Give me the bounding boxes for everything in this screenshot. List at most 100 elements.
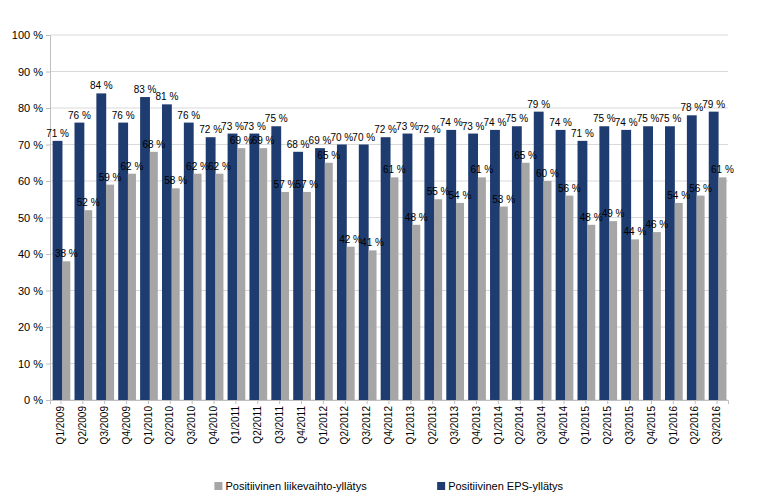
bar <box>675 203 683 400</box>
x-tick: Q4/2011 <box>296 400 307 444</box>
bar <box>424 137 434 400</box>
data-label: 56 % <box>689 183 712 194</box>
bar <box>446 130 456 400</box>
legend-item: Positiivinen EPS-yllätys <box>437 480 563 492</box>
y-tick: 30 % <box>18 285 50 297</box>
data-label: 41 % <box>361 237 384 248</box>
data-label: 81 % <box>156 91 179 102</box>
data-label: 74 % <box>440 117 463 128</box>
x-tick-label: Q3/2010 <box>186 406 197 445</box>
bar <box>512 126 522 400</box>
bar <box>96 93 106 400</box>
grid <box>50 35 728 400</box>
bar <box>478 177 486 400</box>
x-tick: Q2/2009 <box>77 400 88 444</box>
y-tick-mark <box>46 181 50 182</box>
x-axis: Q1/2009Q2/2009Q3/2009Q4/2009Q1/2010Q2/20… <box>51 400 729 444</box>
x-tick-mark <box>148 400 149 404</box>
y-tick: 90 % <box>18 66 50 78</box>
y-axis-line <box>46 36 51 401</box>
x-tick-mark <box>235 400 236 404</box>
bar <box>368 250 376 400</box>
data-label: 54 % <box>667 190 690 201</box>
x-tick: Q4/2014 <box>558 400 569 444</box>
x-tick-label: Q2/2015 <box>602 406 613 445</box>
x-axis-line <box>51 401 729 405</box>
y-tick: 40 % <box>18 248 50 260</box>
x-tick-label: Q4/2015 <box>646 406 657 445</box>
x-tick-mark <box>345 400 346 404</box>
bar <box>587 225 595 400</box>
bar <box>578 141 588 400</box>
data-label: 74 % <box>615 117 638 128</box>
data-label: 74 % <box>484 117 507 128</box>
data-label: 72 % <box>374 124 397 135</box>
x-tick: Q1/2011 <box>230 400 241 444</box>
x-tick-mark <box>585 400 586 404</box>
bar <box>543 181 551 400</box>
x-tick-label: Q3/2016 <box>711 406 722 445</box>
x-tick-mark <box>629 400 630 404</box>
bar <box>359 145 369 401</box>
x-tick-mark <box>410 400 411 404</box>
x-tick-mark <box>695 400 696 404</box>
y-tick-mark <box>46 35 50 36</box>
x-tick: Q1/2014 <box>493 400 504 444</box>
x-tick-mark <box>279 400 280 404</box>
bar <box>381 137 391 400</box>
data-label: 42 % <box>339 234 362 245</box>
x-tick: Q2/2015 <box>602 400 613 444</box>
data-label: 75 % <box>593 113 616 124</box>
x-tick-label: Q3/2011 <box>274 406 285 444</box>
x-tick-mark <box>454 400 455 404</box>
bar <box>53 141 63 400</box>
data-label: 53 % <box>492 194 515 205</box>
bar <box>522 163 530 400</box>
x-tick-mark <box>607 400 608 404</box>
data-label: 62 % <box>121 161 144 172</box>
x-tick: Q2/2011 <box>252 400 263 444</box>
bars <box>53 93 727 400</box>
data-label: 49 % <box>602 208 625 219</box>
x-tick: Q3/2011 <box>274 400 285 444</box>
data-label: 74 % <box>549 117 572 128</box>
grid-line <box>50 108 728 109</box>
y-tick-mark <box>46 400 50 401</box>
bar <box>412 225 420 400</box>
data-label: 73 % <box>396 121 419 132</box>
x-tick: Q4/2010 <box>208 400 219 444</box>
x-tick: Q3/2009 <box>99 400 110 444</box>
x-tick: Q1/2009 <box>55 400 66 444</box>
x-tick: Q2/2014 <box>514 400 525 444</box>
x-tick: Q2/2016 <box>689 400 700 444</box>
data-label: 61 % <box>383 164 406 175</box>
data-label: 73 % <box>243 121 266 132</box>
y-tick-label: 100 % <box>12 29 43 41</box>
bar <box>172 188 180 400</box>
y-tick-label: 40 % <box>18 248 43 260</box>
grid-line <box>50 71 728 72</box>
x-tick-mark <box>432 400 433 404</box>
x-tick: Q1/2015 <box>580 400 591 444</box>
legend-swatch <box>437 482 445 490</box>
bar <box>687 115 697 400</box>
data-label: 55 % <box>427 186 450 197</box>
y-tick-mark <box>46 291 50 292</box>
bar <box>565 196 573 400</box>
data-label: 38 % <box>55 248 78 259</box>
bar <box>237 148 245 400</box>
y-tick: 50 % <box>18 212 50 224</box>
x-tick: Q3/2014 <box>536 400 547 444</box>
data-label: 75 % <box>659 113 682 124</box>
x-tick-label: Q3/2012 <box>361 406 372 445</box>
data-label: 62 % <box>208 161 231 172</box>
data-label: 46 % <box>645 219 668 230</box>
bar <box>337 145 347 401</box>
x-tick-mark <box>651 400 652 404</box>
bar <box>599 126 609 400</box>
bar <box>718 177 726 400</box>
y-axis: 0 %10 %20 %30 %40 %50 %60 %70 %80 %90 %1… <box>12 29 51 406</box>
x-tick-label: Q1/2016 <box>668 406 679 445</box>
bar <box>249 134 259 400</box>
x-tick-label: Q3/2009 <box>99 406 110 445</box>
